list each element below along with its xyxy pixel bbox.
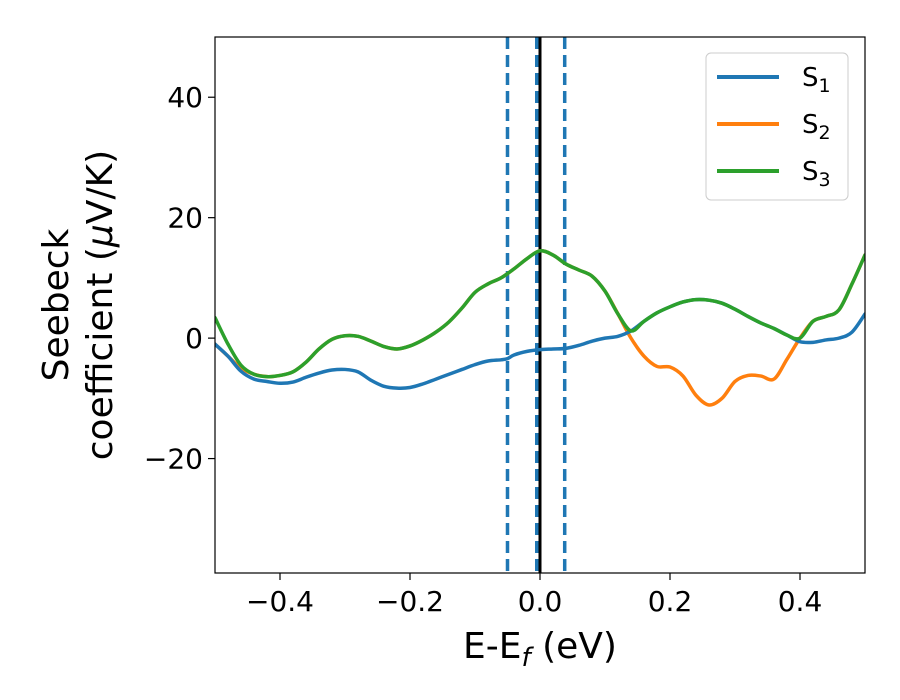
legend-label-s3-sub: 3 xyxy=(819,169,831,191)
y-axis-title-line2-pre: coefficient ( xyxy=(80,247,121,460)
y-tick-label: 20 xyxy=(167,202,203,235)
legend-label-s2-sub: 2 xyxy=(819,122,831,144)
y-tick-label: −20 xyxy=(144,443,203,476)
legend-label-s1-sub: 1 xyxy=(819,75,831,97)
series-line-s3 xyxy=(215,248,865,379)
y-axis-ticks: −20 0 20 40 xyxy=(144,81,215,476)
x-tick-label: −0.4 xyxy=(246,585,314,618)
x-axis-title-main: E-E xyxy=(463,626,521,667)
x-tick-label: 0.2 xyxy=(648,585,693,618)
x-tick-label: 0.4 xyxy=(778,585,823,618)
y-tick-label: 0 xyxy=(185,322,203,355)
y-axis-title-line1: Seebeck xyxy=(36,228,77,381)
x-tick-label: −0.2 xyxy=(376,585,444,618)
legend-label-s1: S1 xyxy=(802,63,831,97)
legend-box xyxy=(705,52,849,201)
y-axis-title-line2-post: V/K) xyxy=(80,150,121,224)
legend-label-s3-name: S xyxy=(802,157,819,187)
legend-label-s2-name: S xyxy=(802,110,819,140)
y-axis-title: Seebeck coefficient (μV/K) xyxy=(36,150,121,460)
y-axis-title-mu: μ xyxy=(80,224,121,248)
data-series xyxy=(215,248,865,407)
legend-label-s2: S2 xyxy=(802,110,831,144)
y-tick-label: 40 xyxy=(167,81,203,114)
legend: S1 S2 S3 xyxy=(705,52,849,201)
x-tick-label: 0.0 xyxy=(518,585,563,618)
x-axis-ticks: −0.4 −0.2 0.0 0.2 0.4 xyxy=(246,573,822,618)
legend-label-s3: S3 xyxy=(802,157,831,191)
x-axis-title: E-Ef (eV) xyxy=(463,626,617,673)
y-axis-title-line2: coefficient (μV/K) xyxy=(80,150,121,460)
x-axis-title-unit: (eV) xyxy=(531,626,617,667)
legend-label-s1-name: S xyxy=(802,63,819,93)
reference-lines xyxy=(505,37,567,573)
